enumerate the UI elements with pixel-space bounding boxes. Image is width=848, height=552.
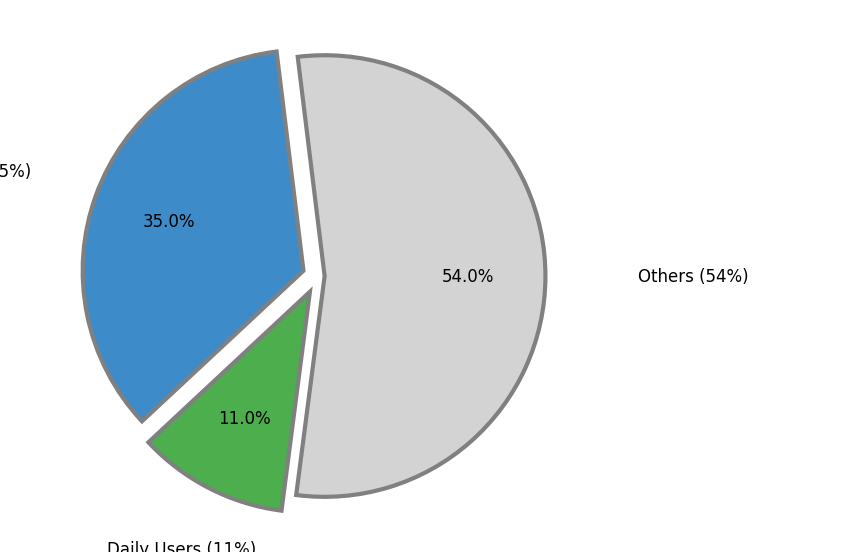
Text: 11.0%: 11.0% <box>218 410 271 428</box>
Text: Weekly Users (35%): Weekly Users (35%) <box>0 163 31 181</box>
Text: 54.0%: 54.0% <box>442 268 494 285</box>
Wedge shape <box>82 51 304 421</box>
Wedge shape <box>296 55 545 497</box>
Text: 35.0%: 35.0% <box>142 213 195 231</box>
Wedge shape <box>148 291 310 511</box>
Text: Daily Users (11%): Daily Users (11%) <box>107 541 256 552</box>
Text: Others (54%): Others (54%) <box>639 268 749 286</box>
